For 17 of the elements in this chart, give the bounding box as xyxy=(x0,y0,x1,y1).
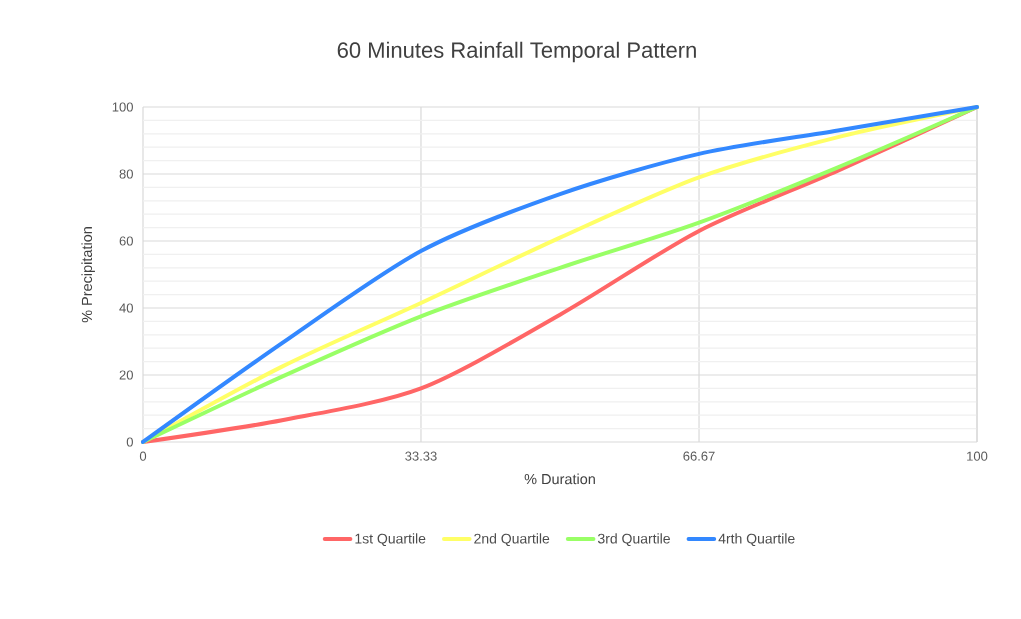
x-axis-title: % Duration xyxy=(524,473,595,485)
y-tick-label: 40 xyxy=(119,303,133,313)
legend-label: 4rth Quartile xyxy=(718,533,795,547)
x-tick-label: 100 xyxy=(967,451,988,461)
chart-title: 60 Minutes Rainfall Temporal Pattern xyxy=(337,41,696,63)
y-tick-label: 100 xyxy=(112,102,133,112)
legend-label: 1st Quartile xyxy=(355,533,426,547)
legend-label: 2nd Quartile xyxy=(474,533,550,547)
y-tick-label: 0 xyxy=(126,437,133,447)
x-tick-label: 66.67 xyxy=(683,451,715,461)
x-tick-label: 33.33 xyxy=(405,451,437,461)
y-tick-label: 60 xyxy=(119,236,133,246)
y-tick-label: 20 xyxy=(119,370,133,380)
legend-label: 3rd Quartile xyxy=(597,533,670,547)
y-tick-label: 80 xyxy=(119,169,133,179)
x-tick-label: 0 xyxy=(139,451,147,461)
y-axis-title: % Precipitation xyxy=(81,227,95,323)
